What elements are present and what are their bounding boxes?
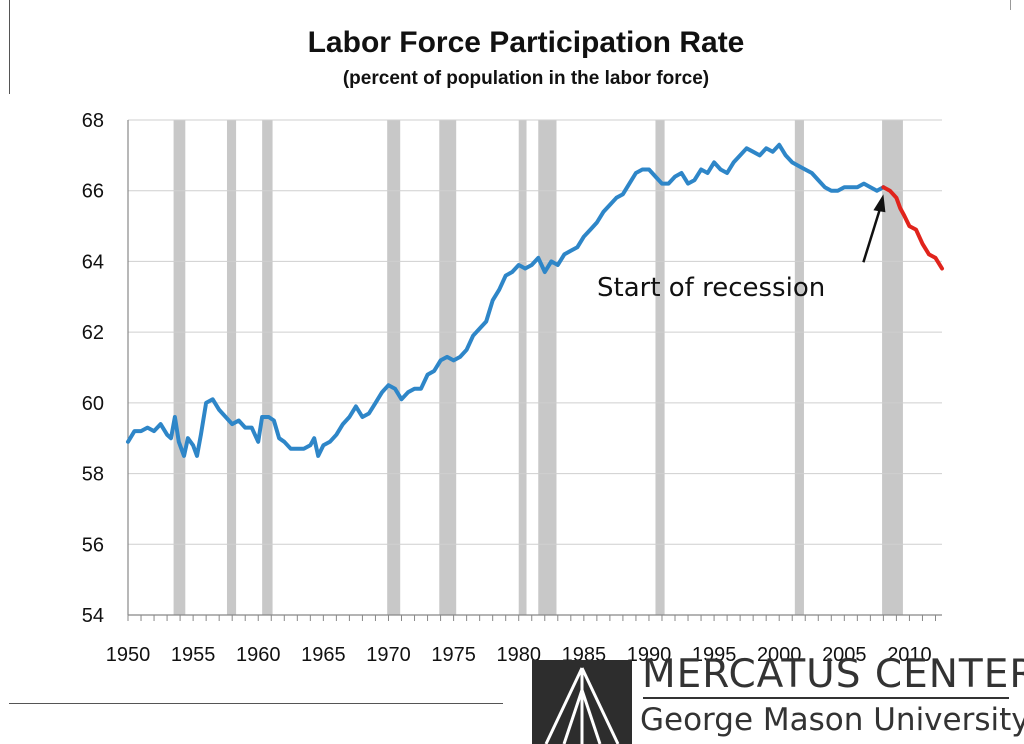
recession-band-1 [226,120,237,615]
recession-band-4 [439,120,457,615]
recession-band-5 [518,120,527,615]
x-tick-label-1970: 1970 [366,644,411,666]
logo-divider [643,697,1009,699]
annotation-group: Start of recession [597,194,886,303]
axes [127,120,942,621]
y-tick-label-64: 64 [82,251,104,273]
org-subtitle: George Mason University [640,702,1024,738]
y-tick-label-68: 68 [82,110,104,132]
series-lines [126,142,944,458]
y-tick-label-54: 54 [82,605,104,627]
recession-bands [173,120,903,615]
x-tick-label-2005: 2005 [822,644,867,666]
frame-line-bottom [9,703,503,704]
recession-band-3 [387,120,401,615]
recession-band-9 [882,120,903,615]
chart-title: Labor Force Participation Rate [307,26,745,59]
y-tick-label-58: 58 [82,464,104,486]
mercatus-logo-icon [532,660,632,744]
annotation-arrow-head [873,194,886,213]
x-tick-label-1950: 1950 [106,644,151,666]
x-tick-label-1980: 1980 [496,644,541,666]
x-tick-label-1965: 1965 [301,644,346,666]
gridlines [128,119,942,616]
x-tick-label-1955: 1955 [171,644,216,666]
annotation-arrow-shaft [862,203,883,263]
recession-band-7 [655,120,665,615]
x-tick-label-1975: 1975 [431,644,476,666]
y-tick-label-66: 66 [82,181,104,203]
y-tick-label-60: 60 [82,393,104,415]
x-tick-label-1990: 1990 [627,644,672,666]
series-line-1 [881,185,944,271]
recession-band-0 [173,120,186,615]
y-tick-label-56: 56 [82,534,104,556]
x-tick-label-1995: 1995 [692,644,737,666]
frame-line-right [1010,0,1011,10]
y-axis-ticks: 54 56 58 60 62 64 66 68 [82,110,104,627]
series-line-0 [126,142,886,458]
x-tick-label-2000: 2000 [757,644,802,666]
org-name: MERCATUS CENTER [642,652,1024,697]
recession-band-2 [262,120,273,615]
recession-band-8 [794,120,804,615]
chart-subtitle: (percent of population in the labor forc… [342,68,710,89]
x-tick-label-1960: 1960 [236,644,281,666]
frame-line-left [9,0,10,94]
y-tick-label-62: 62 [82,322,104,344]
x-tick-label-2010: 2010 [887,644,932,666]
annotation-start-of-recession: Start of recession [597,273,825,303]
recession-band-6 [538,120,557,615]
